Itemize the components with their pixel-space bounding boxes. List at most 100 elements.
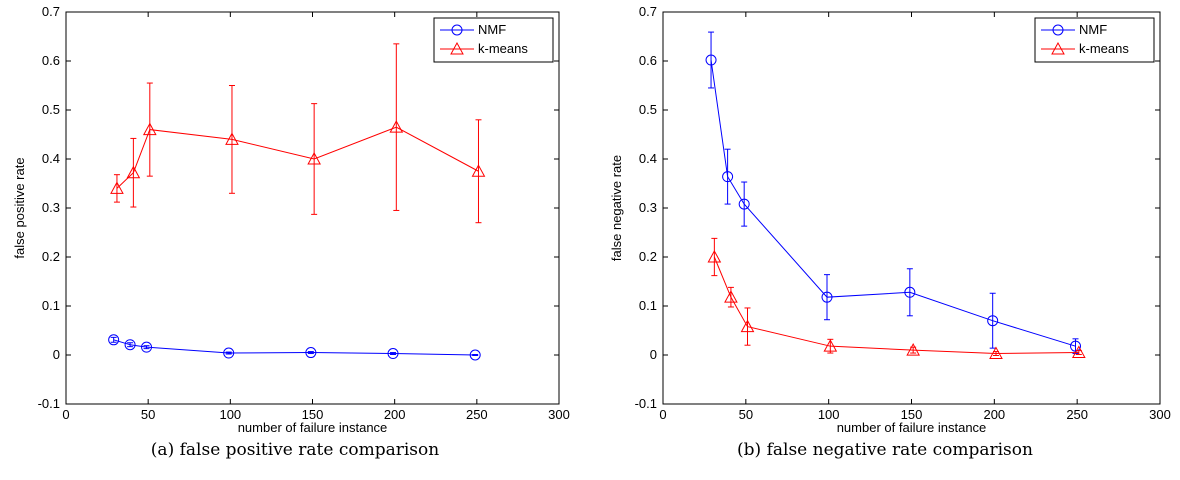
y-tick: 0.7	[42, 4, 559, 19]
y-tick-label: 0.5	[42, 102, 60, 117]
x-tick-label: 50	[141, 407, 155, 422]
y-tick-label: 0.1	[639, 298, 657, 313]
legend-label: NMF	[1079, 22, 1107, 37]
data-point	[740, 319, 755, 333]
data-point	[389, 120, 404, 133]
y-tick: 0.1	[639, 298, 1160, 313]
y-tick: 0	[650, 347, 1160, 362]
chart-false-negative: 0 50 100 150 200 250 300-0.100.10.20.30.40.50.…	[609, 4, 1171, 435]
data-point	[124, 339, 136, 351]
caption-a: (a) false positive rate comparison	[150, 440, 440, 460]
x-axis-label: number of failure instance	[238, 420, 388, 435]
data-point	[142, 122, 157, 136]
x-tick-label: 150	[901, 407, 923, 422]
y-tick-label: 0	[650, 347, 657, 362]
plot-frame	[65, 11, 560, 405]
series-nmf	[108, 334, 481, 361]
x-tick: 100	[219, 12, 241, 422]
y-tick: 0	[53, 347, 559, 362]
y-tick: 0.4	[639, 151, 1160, 166]
x-tick: 200	[983, 12, 1005, 422]
y-tick: 0.3	[639, 200, 1160, 215]
x-tick: 300	[548, 12, 570, 422]
x-tick-label: 0	[659, 407, 666, 422]
series-nmf	[705, 31, 1082, 355]
y-tick-label: 0.4	[639, 151, 657, 166]
x-tick: 50	[141, 12, 155, 422]
y-tick: 0.1	[42, 298, 559, 313]
legend: NMF k-means	[1034, 17, 1155, 63]
x-tick: 0	[62, 12, 70, 422]
legend-marker	[1051, 41, 1065, 55]
data-point	[724, 290, 738, 303]
data-point	[108, 334, 120, 346]
x-tick-label: 0	[62, 407, 69, 422]
y-tick: -0.1	[38, 396, 559, 411]
legend-marker	[451, 24, 463, 36]
figure-b: 0 50 100 150 200 250 300 -0.1 0 0.1 0.2 0.3 0.4 0.5 0.…	[590, 0, 1180, 480]
caption-b: (b) false negative rate comparison	[737, 440, 1033, 460]
y-tick: 0.2	[42, 249, 559, 264]
x-tick-label: 200	[384, 407, 406, 422]
x-tick-label: 100	[219, 407, 241, 422]
data-point	[906, 343, 920, 356]
x-tick-label: 250	[1066, 407, 1088, 422]
y-tick-label: 0.7	[639, 4, 657, 19]
legend-box	[433, 17, 554, 63]
legend-marker	[1052, 24, 1064, 36]
data-point	[989, 346, 1003, 360]
x-tick-label: 300	[548, 407, 570, 422]
data-point	[705, 54, 717, 66]
x-tick: 250	[466, 12, 488, 422]
data-point	[469, 349, 481, 361]
y-tick-label: 0.1	[42, 298, 60, 313]
data-point	[821, 291, 833, 303]
x-tick: 150	[901, 12, 923, 422]
y-tick-label: -0.1	[38, 396, 60, 411]
y-tick: 0.5	[42, 102, 559, 117]
data-point	[823, 339, 838, 352]
x-tick-label: 300	[1149, 407, 1171, 422]
x-tick-label: 250	[466, 407, 488, 422]
legend-label: NMF	[478, 22, 506, 37]
plot-frame	[662, 11, 1161, 405]
y-tick-label: 0.5	[639, 102, 657, 117]
legend-box	[1034, 17, 1155, 63]
data-point	[904, 286, 916, 298]
y-tick-label: 0	[53, 347, 60, 362]
y-tick: 0.5	[639, 102, 1160, 117]
x-tick-label: 150	[302, 407, 324, 422]
series-line	[713, 256, 1079, 355]
x-tick: 100	[818, 12, 840, 422]
x-tick-label: 100	[818, 407, 840, 422]
y-tick: 0.6	[42, 53, 559, 68]
x-tick: 250	[1066, 12, 1088, 422]
data-point	[1070, 340, 1082, 352]
y-tick-label: -0.1	[635, 396, 657, 411]
x-tick: 0	[659, 12, 667, 422]
y-tick: 0.4	[42, 151, 559, 166]
x-tick-label: 200	[983, 407, 1005, 422]
x-tick: 50	[739, 12, 753, 422]
x-axis-label: number of failure instance	[837, 420, 987, 435]
y-tick-label: 0.3	[42, 200, 60, 215]
data-point	[141, 341, 153, 353]
series-kmeans	[707, 237, 1086, 360]
data-point	[722, 171, 734, 183]
figure-a: 0 50 100 150 200 250 300 -0.1 0 0.1 0.2 0.3 0.4 0.5 0.…	[12, 4, 570, 460]
data-point	[305, 347, 317, 359]
data-point	[987, 315, 999, 327]
y-tick: 0.3	[42, 200, 559, 215]
y-tick-label: 0.6	[42, 53, 60, 68]
y-tick-label: 0.2	[42, 249, 60, 264]
legend-label: k-means	[1079, 41, 1129, 56]
y-tick: 0.6	[639, 53, 1160, 68]
data-point	[223, 347, 235, 359]
x-tick: 150	[302, 12, 324, 422]
y-tick-label: 0.6	[639, 53, 657, 68]
data-point	[110, 181, 124, 194]
series-line	[113, 339, 476, 356]
x-tick: 200	[384, 12, 406, 422]
y-tick-label: 0.3	[639, 200, 657, 215]
y-tick: 0.2	[639, 249, 1160, 264]
